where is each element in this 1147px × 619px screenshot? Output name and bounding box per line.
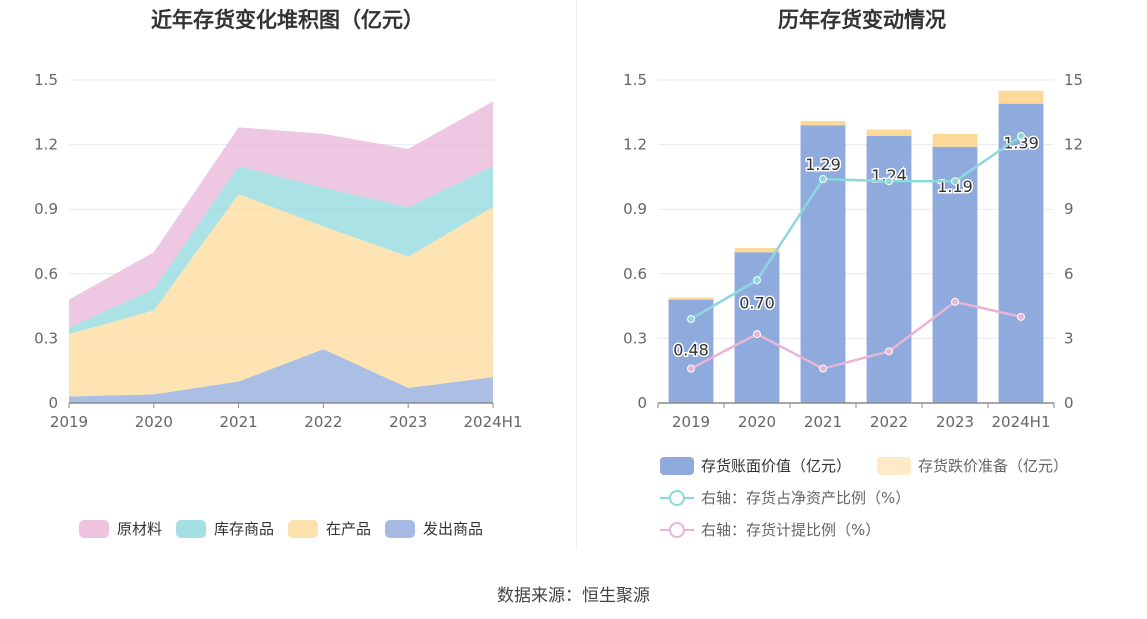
bar-0-1 bbox=[734, 252, 780, 403]
line-point-0 bbox=[819, 175, 827, 184]
left-legend-label: 在产品 bbox=[326, 520, 371, 538]
right-y2-tick-label: 9 bbox=[1064, 200, 1074, 218]
right-legend-swatch bbox=[660, 457, 694, 475]
left-x-tick-label: 2023 bbox=[389, 413, 427, 431]
right-y-tick-label: 0.3 bbox=[623, 329, 647, 347]
left-legend: 原材料 库存商品 在产品 发出商品 bbox=[79, 520, 483, 538]
right-y2-tick-label: 15 bbox=[1064, 71, 1083, 89]
bar-value-label: 1.29 bbox=[805, 155, 841, 174]
left-legend-swatch bbox=[288, 520, 318, 538]
right-y-tick-label: 0 bbox=[637, 394, 647, 412]
left-y-tick-label: 1.5 bbox=[34, 71, 58, 89]
left-x-tick-label: 2024H1 bbox=[464, 413, 523, 431]
right-y-tick-label: 0.6 bbox=[623, 265, 647, 283]
data-source-label: 数据来源：恒生聚源 bbox=[497, 586, 650, 606]
right-legend-marker bbox=[669, 490, 685, 506]
right-legend: 存货账面价值（亿元） 存货跌价准备（亿元） 右轴：存货占净资产比例（%） 右轴：存货计… bbox=[660, 457, 1068, 539]
right-x-tick-label: 2022 bbox=[870, 413, 908, 431]
line-point-1 bbox=[951, 297, 959, 306]
left-legend-label: 库存商品 bbox=[214, 520, 274, 538]
data-source-note: 数据来源：恒生聚源 bbox=[0, 581, 1147, 606]
right-y2-tick-label: 12 bbox=[1064, 136, 1083, 154]
bar-value-label: 1.39 bbox=[1003, 134, 1039, 153]
left-legend-swatch bbox=[176, 520, 206, 538]
left-legend-label: 原材料 bbox=[117, 520, 162, 538]
line-point-1 bbox=[1017, 312, 1025, 321]
right-y-tick-label: 1.2 bbox=[623, 136, 647, 154]
line-series-0 bbox=[690, 134, 1022, 321]
left-legend-swatch bbox=[385, 520, 415, 538]
bar-0-5 bbox=[998, 103, 1044, 403]
left-y-tick-label: 0 bbox=[48, 394, 58, 412]
right-legend-label: 存货跌价准备（亿元） bbox=[918, 457, 1068, 475]
bar-0-2 bbox=[800, 125, 846, 403]
bar-0-4 bbox=[932, 146, 978, 403]
left-y-tick-label: 0.6 bbox=[34, 265, 58, 283]
line-series-1 bbox=[690, 300, 1022, 370]
line-point-0 bbox=[753, 276, 761, 285]
left-x-tick-label: 2019 bbox=[50, 413, 88, 431]
bar-1-4 bbox=[932, 133, 978, 147]
area-series-3 bbox=[69, 101, 493, 328]
bar-1-1 bbox=[734, 247, 780, 253]
right-chart-title: 历年存货变动情况 bbox=[778, 8, 946, 32]
bar-1-0 bbox=[668, 297, 714, 300]
left-y-tick-label: 0.3 bbox=[34, 329, 58, 347]
bar-1-5 bbox=[998, 90, 1044, 104]
line-point-1 bbox=[687, 364, 695, 373]
line-point-1 bbox=[753, 330, 761, 339]
left-x-tick-label: 2020 bbox=[135, 413, 173, 431]
bar-1-2 bbox=[800, 120, 846, 126]
left-legend-swatch bbox=[79, 520, 109, 538]
right-x-tick-label: 2019 bbox=[672, 413, 710, 431]
left-legend-label: 发出商品 bbox=[423, 520, 483, 538]
left-chart-title: 近年存货变化堆积图（亿元） bbox=[151, 8, 424, 32]
bar-1-3 bbox=[866, 129, 912, 136]
right-y-tick-label: 0.9 bbox=[623, 200, 647, 218]
panel-divider bbox=[576, 0, 577, 550]
right-legend-label: 右轴：存货占净资产比例（%） bbox=[701, 489, 910, 507]
line-point-0 bbox=[885, 177, 893, 186]
left-x-tick-label: 2021 bbox=[220, 413, 258, 431]
line-point-1 bbox=[885, 347, 893, 356]
right-x-tick-label: 2020 bbox=[738, 413, 776, 431]
left-x-tick-label: 2022 bbox=[304, 413, 342, 431]
left-y-tick-label: 1.2 bbox=[34, 136, 58, 154]
right-legend-label: 存货账面价值（亿元） bbox=[701, 457, 851, 475]
right-x-tick-label: 2024H1 bbox=[992, 413, 1051, 431]
line-point-0 bbox=[687, 315, 695, 324]
right-x-tick-label: 2021 bbox=[804, 413, 842, 431]
right-y2-tick-label: 6 bbox=[1064, 265, 1074, 283]
area-series-2 bbox=[69, 166, 493, 335]
right-legend-swatch bbox=[877, 457, 911, 475]
right-legend-label: 右轴：存货计提比例（%） bbox=[701, 521, 880, 539]
right-legend-marker bbox=[669, 522, 685, 538]
bar-value-label: 0.48 bbox=[673, 341, 709, 360]
right-y2-tick-label: 0 bbox=[1064, 394, 1074, 412]
line-point-0 bbox=[951, 177, 959, 186]
bar-value-label: 0.70 bbox=[739, 293, 775, 312]
right-x-tick-label: 2023 bbox=[936, 413, 974, 431]
area-series-1 bbox=[69, 194, 493, 397]
right-y2-tick-label: 3 bbox=[1064, 329, 1074, 347]
right-y-tick-label: 1.5 bbox=[623, 71, 647, 89]
left-y-tick-label: 0.9 bbox=[34, 200, 58, 218]
line-point-0 bbox=[1017, 131, 1025, 140]
area-series-0 bbox=[69, 349, 493, 403]
line-point-1 bbox=[819, 364, 827, 373]
